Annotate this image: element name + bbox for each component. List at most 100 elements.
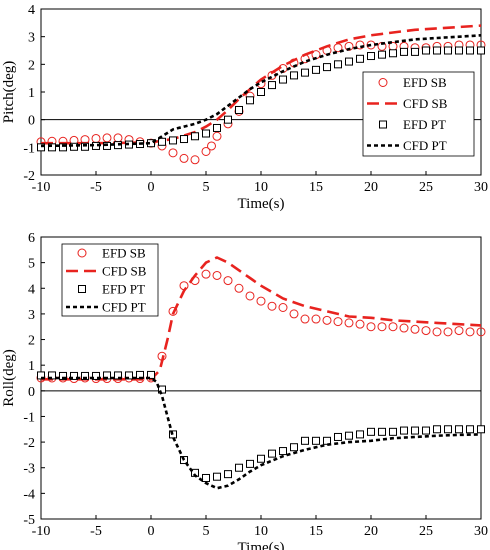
legend-label: CFD PT xyxy=(102,300,146,315)
series-line xyxy=(41,256,482,381)
data-point xyxy=(311,314,321,324)
data-point xyxy=(323,63,331,72)
series-efd-pt xyxy=(37,46,485,152)
data-point xyxy=(212,131,222,141)
y-tick-label: 1 xyxy=(28,86,35,101)
data-point xyxy=(367,52,375,61)
data-point xyxy=(411,47,419,56)
data-point xyxy=(466,46,474,55)
data-point xyxy=(257,88,265,96)
y-axis-label: Pitch(deg) xyxy=(1,61,17,123)
y-tick-label: -2 xyxy=(23,169,35,184)
data-point xyxy=(278,303,288,312)
data-point xyxy=(290,443,298,452)
x-tick-label: -5 xyxy=(90,524,102,539)
data-point xyxy=(356,54,364,63)
series-cfd-pt xyxy=(40,34,482,148)
data-point xyxy=(454,326,464,336)
y-tick-label: 3 xyxy=(28,31,35,46)
data-point xyxy=(213,123,221,132)
data-point xyxy=(477,46,485,55)
roll-chart: -10 -5 0 5 10 15 20 25 30-5-4-3-2-10123456Time(s… xyxy=(1,231,488,550)
x-tick-label: -10 xyxy=(32,524,51,539)
data-point xyxy=(355,319,365,329)
x-axis-label: Time(s) xyxy=(238,540,285,550)
data-point xyxy=(411,426,419,435)
data-point xyxy=(432,327,442,337)
data-point xyxy=(202,129,210,138)
data-point xyxy=(48,143,56,152)
data-point xyxy=(81,142,89,151)
data-point xyxy=(345,57,353,66)
data-point xyxy=(290,71,298,80)
data-point xyxy=(190,155,200,165)
y-tick-label: 4 xyxy=(28,3,35,18)
legend-marker xyxy=(379,120,387,129)
x-tick-label: 0 xyxy=(148,180,155,195)
series-line xyxy=(41,24,482,145)
data-point xyxy=(234,283,244,293)
y-tick-label: 2 xyxy=(28,334,35,349)
x-tick-label: 0 xyxy=(148,524,155,539)
x-tick-label: 25 xyxy=(419,524,433,539)
data-point xyxy=(168,148,178,158)
data-point xyxy=(312,436,320,445)
data-point xyxy=(147,370,155,379)
data-point xyxy=(224,115,232,124)
y-tick-label: -4 xyxy=(23,487,35,502)
data-point xyxy=(300,314,310,324)
data-point xyxy=(400,47,408,56)
data-point xyxy=(179,153,189,163)
data-point xyxy=(257,454,265,463)
data-point xyxy=(235,105,243,114)
data-point xyxy=(410,324,420,334)
x-tick-label: 15 xyxy=(309,180,323,195)
data-point xyxy=(301,436,309,445)
y-tick-label: -1 xyxy=(23,141,35,156)
x-tick-label: 30 xyxy=(474,180,488,195)
data-point xyxy=(92,371,100,380)
data-point xyxy=(158,137,166,146)
legend-marker xyxy=(77,248,87,258)
data-point xyxy=(70,142,78,151)
legend-label: EFD SB xyxy=(403,75,447,90)
data-point xyxy=(378,50,386,59)
data-point xyxy=(366,322,376,332)
y-tick-label: -1 xyxy=(23,410,35,425)
data-point xyxy=(444,46,452,55)
y-tick-label: -3 xyxy=(23,462,35,477)
data-point xyxy=(81,371,89,380)
data-point xyxy=(246,96,254,105)
data-point xyxy=(344,318,354,328)
x-tick-label: 10 xyxy=(254,180,268,195)
data-point xyxy=(323,436,331,445)
data-point xyxy=(433,425,441,434)
y-tick-label: 6 xyxy=(28,231,35,246)
data-point xyxy=(246,459,254,468)
data-point xyxy=(59,143,67,152)
y-tick-label: 5 xyxy=(28,257,35,272)
legend-label: EFD SB xyxy=(102,246,146,261)
data-point xyxy=(37,143,45,152)
x-tick-label: 10 xyxy=(254,524,268,539)
data-point xyxy=(334,60,342,69)
data-point xyxy=(245,291,255,301)
data-point xyxy=(443,327,453,337)
series-cfd-sb xyxy=(41,24,482,145)
data-point xyxy=(476,327,486,337)
data-point xyxy=(279,75,287,84)
data-point xyxy=(477,425,485,434)
data-point xyxy=(433,46,441,55)
y-tick-label: 2 xyxy=(28,58,35,73)
y-tick-label: 1 xyxy=(28,359,35,374)
data-point xyxy=(301,68,309,77)
x-tick-label: 15 xyxy=(309,524,323,539)
data-point xyxy=(168,306,178,316)
legend-label: CFD SB xyxy=(403,96,448,111)
legend-box xyxy=(61,243,159,317)
data-point xyxy=(201,146,211,156)
x-tick-label: 5 xyxy=(203,180,210,195)
data-point xyxy=(378,427,386,436)
data-point xyxy=(235,463,243,472)
